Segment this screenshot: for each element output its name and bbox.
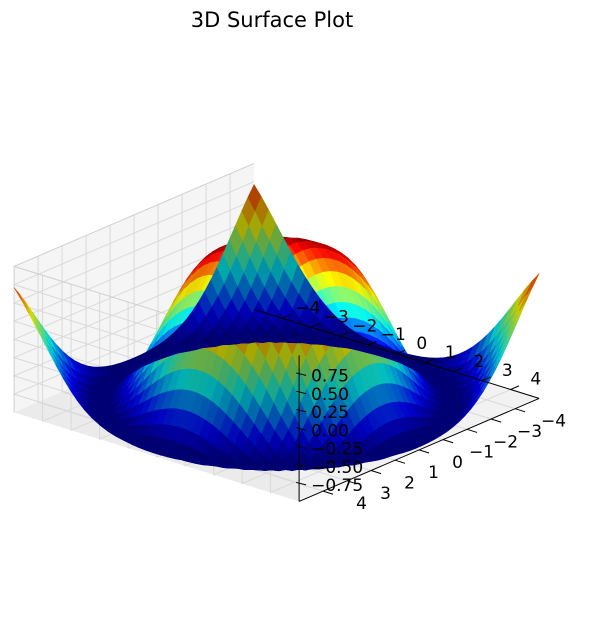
y-tick-label: −2 <box>493 432 518 452</box>
axis-ticks: −4 −3 −2 −1 0 1 2 3 4−4−3−2−101234−0.75−0.50−0.2… <box>253 298 566 514</box>
y-tick-label: 2 <box>404 474 415 494</box>
surface-mesh <box>13 184 540 472</box>
y-axis-line <box>298 397 540 502</box>
z-tick-label: 0.00 <box>311 421 349 441</box>
y-tick-label: 0 <box>452 453 463 473</box>
x-tick <box>396 349 406 355</box>
x-tick-label: −3 <box>324 307 349 327</box>
x-tick-label: 4 <box>530 370 541 390</box>
y-tick <box>346 480 358 485</box>
x-tick-label: 3 <box>502 361 513 381</box>
z-tick-label: 0.25 <box>311 403 349 423</box>
z-tick <box>295 481 307 486</box>
y-tick <box>394 459 406 464</box>
x-tick-label: −2 <box>352 316 377 336</box>
x-tick-label: 0 <box>416 334 427 354</box>
y-tick <box>490 418 502 423</box>
y-tick <box>370 470 382 475</box>
surface-facet <box>525 273 540 296</box>
y-tick <box>322 490 334 495</box>
z-tick-label: −0.75 <box>311 476 363 496</box>
y-tick-label: 1 <box>428 463 439 483</box>
y-tick <box>514 408 526 413</box>
x-tick-label: 2 <box>473 352 484 372</box>
z-tick-label: 0.75 <box>311 367 349 387</box>
x-tick <box>424 358 434 364</box>
x-tick <box>481 376 491 382</box>
y-tick <box>466 428 478 433</box>
x-tick <box>367 340 377 346</box>
chart-title: 3D Surface Plot <box>191 8 353 32</box>
y-tick-label: −3 <box>517 422 542 442</box>
z-tick-label: 0.50 <box>311 385 349 405</box>
z-tick <box>295 408 307 413</box>
x-tick-label: −4 <box>295 298 320 318</box>
z-tick <box>295 427 307 431</box>
y-tick-label: 3 <box>380 484 391 504</box>
y-tick-label: −1 <box>469 443 494 463</box>
z-tick <box>295 445 307 449</box>
x-tick <box>339 332 349 337</box>
x-tick-label: 1 <box>445 343 456 363</box>
y-tick <box>442 439 454 444</box>
x-axis-line <box>253 308 540 399</box>
x-tick <box>282 314 292 319</box>
z-tick <box>295 390 307 395</box>
z-tick <box>295 463 307 468</box>
z-tick-label: −0.25 <box>311 440 363 460</box>
y-tick-label: 4 <box>356 494 367 514</box>
x-tick-label: −1 <box>381 325 406 345</box>
y-tick-label: −4 <box>541 412 566 432</box>
x-tick <box>453 367 463 373</box>
z-tick <box>295 372 307 376</box>
z-tick-label: −0.50 <box>311 458 363 478</box>
y-tick <box>418 449 430 454</box>
x-tick <box>510 385 520 390</box>
x-tick <box>310 323 320 328</box>
